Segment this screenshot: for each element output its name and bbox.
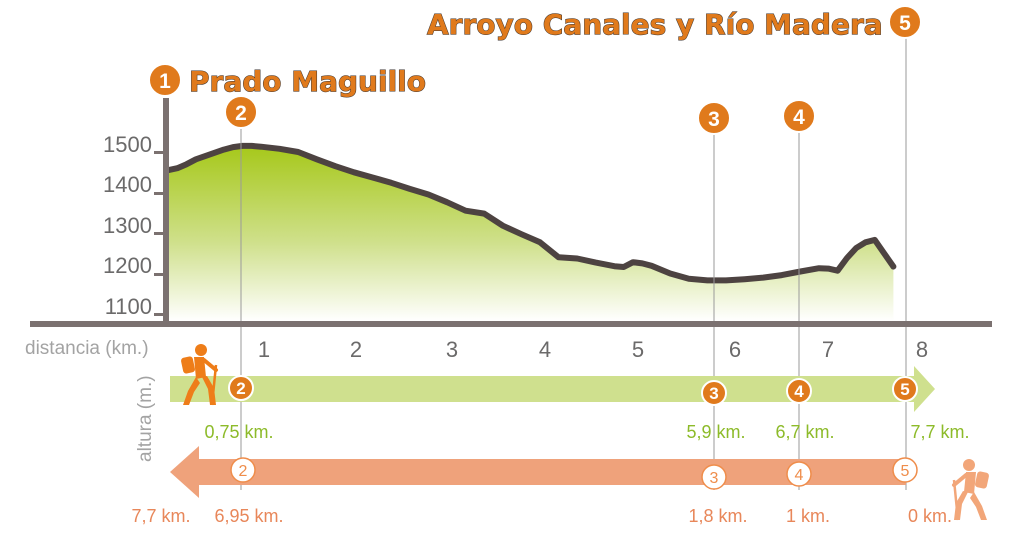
end-point-name: Arroyo Canales y Río Madera (427, 8, 883, 41)
return-start-distance: 7,7 km. (131, 506, 190, 526)
waypoint-2-number: 2 (235, 102, 247, 125)
hiker-icon-forward (181, 344, 218, 406)
return-marker-2-number: 2 (239, 463, 248, 480)
waypoint-1-badge (148, 63, 182, 97)
waypoint-3-badge (697, 101, 731, 135)
forward-marker-2-distance: 0,75 km. (204, 422, 273, 442)
waypoint-4-top: 4 (782, 99, 816, 133)
forward-marker-4-distance: 6,7 km. (775, 422, 834, 442)
x-tick-label-6: 6 (729, 337, 741, 362)
y-tick-label-1100: 1100 (105, 294, 152, 319)
waypoint-4-number: 4 (793, 106, 805, 129)
waypoint-1-number: 1 (159, 70, 171, 93)
forward-marker-3: 3 (701, 380, 727, 406)
forward-marker-5-number: 5 (900, 380, 909, 399)
hiker-icon-return (952, 459, 989, 521)
start-point-title: 1 Prado Maguillo (148, 63, 427, 99)
waypoint-2-badge (224, 95, 258, 129)
x-tick-label-5: 5 (632, 337, 644, 362)
return-marker-4-number: 4 (795, 467, 804, 484)
y-tick-mark-1200 (154, 273, 164, 276)
return-marker-4-distance: 1 km. (786, 506, 830, 526)
forward-marker-2: 2 (228, 375, 254, 401)
elevation-area (168, 145, 894, 321)
return-marker-5: 5 (892, 457, 918, 483)
forward-marker-3-number: 3 (709, 384, 718, 403)
waypoint-5-badge (888, 5, 922, 39)
y-tick-label-1300: 1300 (103, 213, 152, 238)
forward-marker-4: 4 (786, 378, 812, 404)
x-tick-label-4: 4 (539, 337, 551, 362)
forward-marker-5-distance: 7,7 km. (910, 422, 969, 442)
return-marker-4: 4 (786, 461, 812, 487)
return-marker-5-distance: 0 km. (908, 506, 952, 526)
return-marker-3-distance: 1,8 km. (688, 506, 747, 526)
waypoint-5-number: 5 (899, 12, 911, 35)
forward-marker-2-number: 2 (236, 379, 245, 398)
x-axis (30, 321, 992, 327)
return-marker-5-number: 5 (901, 463, 910, 480)
y-tick-mark-1400 (154, 192, 164, 195)
elevation-line (165, 142, 897, 284)
x-tick-label-3: 3 (446, 337, 458, 362)
return-marker-2: 2 (230, 457, 256, 483)
forward-marker-4-number: 4 (794, 382, 804, 401)
start-point-name: Prado Maguillo (189, 65, 426, 98)
y-axis-label: altura (m.) (135, 375, 156, 462)
x-tick-label-1: 1 (258, 337, 270, 362)
waypoint-2-top: 2 (224, 95, 258, 129)
waypoint-4-badge (782, 99, 816, 133)
y-tick-label-1400: 1400 (103, 172, 152, 197)
y-tick-mark-1500 (154, 151, 164, 154)
x-tick-label-8: 8 (916, 337, 928, 362)
x-tick-label-2: 2 (350, 337, 362, 362)
y-tick-label-1500: 1500 (103, 132, 152, 157)
y-axis (163, 98, 169, 327)
return-marker-3-number: 3 (710, 470, 719, 487)
forward-marker-3-distance: 5,9 km. (686, 422, 745, 442)
return-marker-2-distance: 6,95 km. (214, 506, 283, 526)
y-tick-mark-1100 (154, 313, 164, 316)
forward-marker-5: 5 (892, 376, 918, 402)
y-tick-label-1200: 1200 (103, 253, 152, 278)
waypoint-3-top: 3 (697, 101, 731, 135)
x-tick-label-7: 7 (822, 337, 834, 362)
y-ticks (154, 151, 164, 316)
y-tick-mark-1300 (154, 232, 164, 235)
waypoint-3-number: 3 (708, 108, 720, 131)
end-point-title: Arroyo Canales y Río Madera 5 (427, 5, 922, 42)
return-marker-3: 3 (701, 464, 727, 490)
x-axis-label: distancia (km.) (25, 338, 149, 359)
forward-route-arrow (170, 366, 935, 412)
